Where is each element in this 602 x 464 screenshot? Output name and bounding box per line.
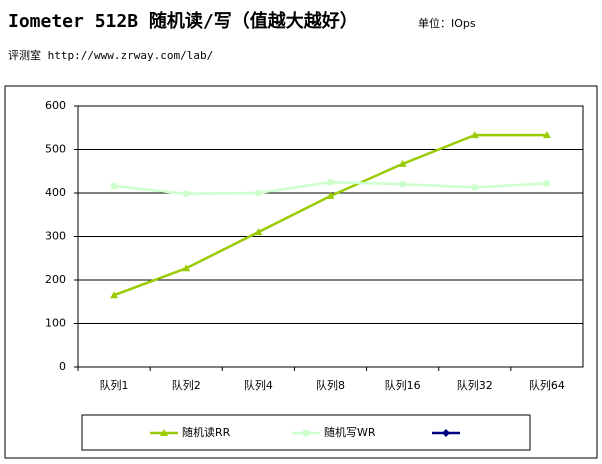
series-line: [113, 133, 547, 297]
data-point: [470, 131, 479, 139]
unit-label: 单位：IOps: [418, 16, 476, 30]
legend-label: 随机读RR: [182, 425, 231, 439]
data-point: [255, 190, 262, 196]
plot-area: [77, 105, 584, 368]
y-tick-label: 600: [45, 99, 66, 112]
source-label: 评测室 http://www.zrway.com/lab/: [8, 48, 213, 62]
data-point: [182, 264, 191, 272]
data-point: [110, 291, 119, 299]
data-point: [327, 179, 334, 186]
x-tick-label: 队列1: [100, 378, 129, 392]
data-point: [543, 180, 550, 187]
data-point: [183, 190, 190, 197]
x-tick-label: 队列2: [172, 378, 201, 392]
data-point: [254, 228, 263, 236]
y-tick-label: 500: [45, 143, 66, 156]
y-tick-label: 300: [45, 230, 66, 243]
chart-frame: [4, 85, 598, 459]
chart: 0 100 200 300 400 500 600 队列1 队列2 队列4 队列8 队列16 队列32 队…: [45, 99, 584, 451]
y-tick-label: 200: [45, 273, 66, 286]
data-point: [111, 183, 118, 190]
y-tick-label: 100: [45, 317, 66, 330]
data-point: [398, 159, 407, 167]
x-tick-label: 队列64: [529, 378, 565, 392]
legend-marker: [303, 430, 309, 436]
data-point: [471, 184, 478, 191]
x-tick-label: 队列16: [385, 378, 421, 392]
x-tick-label: 队列32: [457, 378, 493, 392]
legend-marker: [160, 429, 168, 436]
legend-label: 随机写WR: [324, 425, 376, 439]
page-title: Iometer 512B 随机读/写（值越大越好）: [8, 10, 358, 32]
x-tick-label: 队列4: [244, 378, 273, 392]
y-tick-label: 0: [59, 360, 66, 373]
x-tick-label: 队列8: [316, 378, 345, 392]
data-point: [326, 192, 335, 200]
data-point: [542, 131, 551, 139]
legend-marker: [442, 429, 450, 437]
data-point: [399, 181, 406, 188]
y-tick-label: 400: [45, 186, 66, 199]
